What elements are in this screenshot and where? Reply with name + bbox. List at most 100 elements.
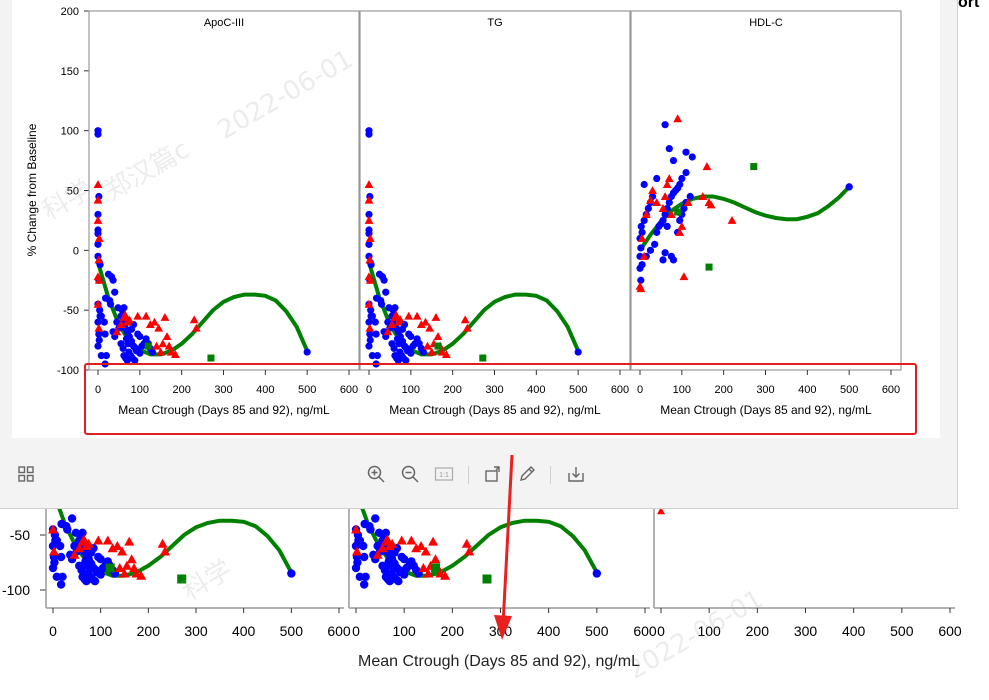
bg-x-tick-label: 0	[352, 623, 360, 639]
data-point-red	[145, 320, 155, 329]
curve-end-point	[845, 183, 853, 191]
data-point-red	[462, 323, 472, 332]
data-point-red	[94, 275, 104, 284]
data-point-red	[94, 323, 104, 332]
highlight-box	[84, 363, 917, 435]
bg-point-red	[136, 570, 147, 580]
bg-point-red	[157, 538, 168, 548]
bg-point-red	[117, 546, 128, 556]
bg-point-green	[482, 574, 492, 584]
data-point-blue	[365, 342, 373, 350]
data-point-red	[421, 317, 430, 326]
data-point-red	[641, 210, 651, 218]
bg-point-blue	[56, 580, 66, 589]
edit-icon[interactable]	[515, 462, 539, 486]
data-point-blue	[676, 216, 684, 225]
data-point-blue	[366, 330, 374, 338]
data-point-green	[705, 263, 713, 271]
panel-apoc-iii: ApoC-III 0 100 200 300 400 500 600 Mean Ctrough …	[88, 10, 360, 417]
bg-panel: 0 100 200 300 400 500 600	[348, 490, 657, 639]
data-point-blue	[120, 304, 128, 312]
data-point-red	[112, 327, 122, 336]
x-axis-label: Mean Ctrough (Days 85 and 92), ng/mL	[118, 403, 330, 417]
data-point-blue	[366, 336, 374, 344]
background-x-axis-label: Mean Ctrough (Days 85 and 92), ng/mL	[358, 653, 640, 670]
data-point-blue	[669, 156, 678, 165]
bg-x-tick-label: 0	[657, 623, 665, 639]
bg-point-blue	[399, 555, 409, 564]
bg-point-blue	[78, 528, 87, 537]
data-point-blue	[680, 204, 688, 213]
bg-point-blue	[380, 566, 390, 575]
grid-icon[interactable]	[14, 462, 38, 486]
data-point-red	[133, 311, 143, 320]
data-point-blue	[682, 168, 690, 177]
bg-point-blue	[55, 541, 65, 551]
data-point-blue	[109, 276, 117, 284]
bg-point-blue	[58, 572, 67, 581]
bg-point-blue	[359, 580, 369, 589]
data-point-red	[437, 347, 447, 356]
x-tick-label: 100	[131, 384, 149, 396]
bg-point-blue	[394, 577, 403, 586]
data-point-red	[154, 323, 164, 332]
actual-size-icon[interactable]: 1:1	[432, 462, 456, 486]
data-point-red	[391, 310, 401, 319]
panel-title: TG	[487, 17, 502, 29]
data-point-blue	[407, 332, 415, 341]
bg-panel: 0 100 200 300 400 500 600	[653, 507, 962, 639]
bg-point-red	[351, 524, 361, 534]
bg-x-tick-label: 100	[392, 623, 416, 639]
data-point-blue	[638, 228, 646, 236]
x-tick-label: 300	[485, 384, 503, 396]
x-tick-label: 400	[798, 384, 816, 396]
data-point-blue	[106, 300, 115, 308]
rotate-icon[interactable]	[481, 462, 505, 486]
data-point-red	[404, 311, 414, 320]
data-point-red	[423, 341, 432, 350]
data-point-red	[412, 311, 422, 320]
data-point-red	[637, 233, 647, 242]
x-tick-label: 600	[340, 384, 358, 396]
data-point-blue	[94, 240, 102, 248]
data-point-blue	[94, 210, 102, 219]
x-tick-label: 0	[637, 384, 643, 396]
data-point-red	[431, 312, 441, 321]
bg-point-red	[372, 549, 383, 559]
bg-point-red	[406, 535, 417, 545]
data-point-blue	[661, 121, 669, 129]
data-point-red	[160, 312, 170, 321]
data-point-blue	[136, 332, 144, 341]
panel-title: ApoC-III	[204, 17, 244, 29]
bg-point-blue	[96, 555, 105, 564]
data-point-green	[750, 163, 758, 171]
data-point-blue	[97, 352, 105, 360]
bg-point-red	[126, 554, 137, 564]
image-viewer-panel: % Change from Baseline -100 -50 0 50 100 150 2…	[0, 0, 958, 509]
data-point-red	[365, 255, 375, 264]
data-point-blue	[402, 356, 410, 365]
y-tick-label: -100	[57, 365, 79, 377]
bg-point-red	[114, 563, 125, 572]
download-icon[interactable]	[564, 462, 588, 486]
zoom-in-icon[interactable]	[364, 462, 388, 486]
data-point-red	[364, 216, 374, 224]
data-point-blue	[419, 348, 427, 356]
data-point-red	[679, 272, 689, 281]
bg-point-red	[351, 546, 362, 556]
bg-point-green	[177, 574, 187, 584]
bg-point-blue	[355, 572, 365, 581]
data-point-red	[441, 350, 451, 358]
actual-size-label: 1:1	[439, 472, 449, 479]
bg-point-red	[416, 541, 427, 550]
data-point-red	[702, 162, 712, 171]
data-point-blue	[368, 352, 376, 360]
data-point-green	[144, 342, 152, 350]
data-point-green	[674, 208, 682, 216]
bg-x-tick-label: 600	[633, 623, 657, 639]
data-point-blue	[390, 344, 398, 353]
data-point-blue	[100, 318, 108, 326]
zoom-out-icon[interactable]	[398, 462, 422, 486]
data-point-blue	[124, 340, 132, 348]
data-point-blue	[365, 240, 373, 248]
